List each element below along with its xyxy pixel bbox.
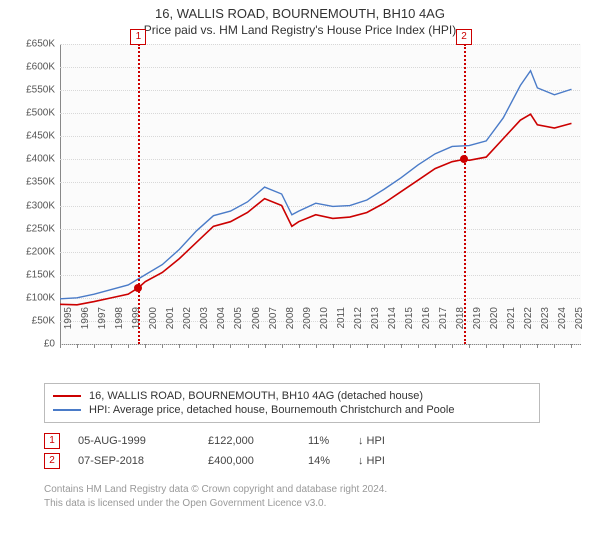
legend-box: 16, WALLIS ROAD, BOURNEMOUTH, BH10 4AG (… [44, 383, 540, 423]
xtick [265, 344, 266, 348]
ytick-label: £100K [10, 292, 55, 303]
chart-subtitle: Price paid vs. HM Land Registry's House … [0, 23, 600, 37]
ytick-label: £450K [10, 131, 55, 142]
marker-dot [460, 155, 468, 163]
xtick [384, 344, 385, 348]
xtick [179, 344, 180, 348]
ytick-label: £400K [10, 154, 55, 165]
xtick [230, 344, 231, 348]
marker-box: 2 [456, 29, 472, 45]
xtick [213, 344, 214, 348]
sales-date: 07-SEP-2018 [78, 455, 208, 467]
ytick-label: £350K [10, 177, 55, 188]
chart-title: 16, WALLIS ROAD, BOURNEMOUTH, BH10 4AG [0, 6, 600, 21]
xtick [60, 344, 61, 348]
title-block: 16, WALLIS ROAD, BOURNEMOUTH, BH10 4AG P… [0, 0, 600, 39]
xtick [350, 344, 351, 348]
chart-container: 16, WALLIS ROAD, BOURNEMOUTH, BH10 4AG P… [0, 0, 600, 510]
xtick [77, 344, 78, 348]
sales-price: £400,000 [208, 455, 308, 467]
series-hpi [60, 71, 571, 299]
xtick [520, 344, 521, 348]
xtick [128, 344, 129, 348]
xtick [435, 344, 436, 348]
xtick [367, 344, 368, 348]
series-price_paid [60, 114, 571, 305]
sales-row: 1 05-AUG-1999£122,00011%↓ HPI [44, 433, 600, 449]
xtick [111, 344, 112, 348]
ytick-label: £650K [10, 39, 55, 50]
marker-dot [134, 284, 142, 292]
footer-line-2: This data is licensed under the Open Gov… [44, 497, 600, 511]
marker-box: 1 [130, 29, 146, 45]
xtick [248, 344, 249, 348]
footer-line-1: Contains HM Land Registry data © Crown c… [44, 483, 600, 497]
sales-price: £122,000 [208, 435, 308, 447]
sales-hpi-delta: ↓ HPI [358, 455, 385, 467]
ytick-label: £200K [10, 246, 55, 257]
footer: Contains HM Land Registry data © Crown c… [44, 483, 600, 510]
ytick-label: £0 [10, 339, 55, 350]
xtick [145, 344, 146, 348]
sales-row: 2 07-SEP-2018£400,00014%↓ HPI [44, 453, 600, 469]
plot-wrap: £0 £50K £100K £150K £200K £250K £300K £350K £400… [10, 39, 590, 379]
xtick [503, 344, 504, 348]
sales-table: 1 05-AUG-1999£122,00011%↓ HPI 2 07-SEP-2018… [44, 433, 600, 469]
ytick-label: £550K [10, 85, 55, 96]
ytick-label: £150K [10, 269, 55, 280]
xtick [333, 344, 334, 348]
sales-marker: 2 [44, 453, 60, 469]
xtick [282, 344, 283, 348]
xtick [196, 344, 197, 348]
xtick [452, 344, 453, 348]
ytick-label: £500K [10, 108, 55, 119]
marker-line [138, 44, 140, 344]
ytick-label: £250K [10, 223, 55, 234]
marker-line [464, 44, 466, 344]
sales-pct: 14% [308, 455, 358, 467]
legend-label: HPI: Average price, detached house, Bour… [89, 404, 454, 416]
xtick [94, 344, 95, 348]
ytick-label: £50K [10, 315, 55, 326]
xtick [316, 344, 317, 348]
legend-swatch [53, 395, 81, 397]
xtick [571, 344, 572, 348]
legend-row: 16, WALLIS ROAD, BOURNEMOUTH, BH10 4AG (… [53, 390, 531, 402]
ytick-label: £300K [10, 200, 55, 211]
xtick [486, 344, 487, 348]
xtick [554, 344, 555, 348]
xtick [162, 344, 163, 348]
legend-label: 16, WALLIS ROAD, BOURNEMOUTH, BH10 4AG (… [89, 390, 423, 402]
sales-hpi-delta: ↓ HPI [358, 435, 385, 447]
sales-pct: 11% [308, 435, 358, 447]
sales-date: 05-AUG-1999 [78, 435, 208, 447]
xtick [418, 344, 419, 348]
xtick [537, 344, 538, 348]
xtick [401, 344, 402, 348]
ytick-label: £600K [10, 62, 55, 73]
xtick [469, 344, 470, 348]
sales-marker: 1 [44, 433, 60, 449]
legend-swatch [53, 409, 81, 411]
xtick [299, 344, 300, 348]
legend-row: HPI: Average price, detached house, Bour… [53, 404, 531, 416]
